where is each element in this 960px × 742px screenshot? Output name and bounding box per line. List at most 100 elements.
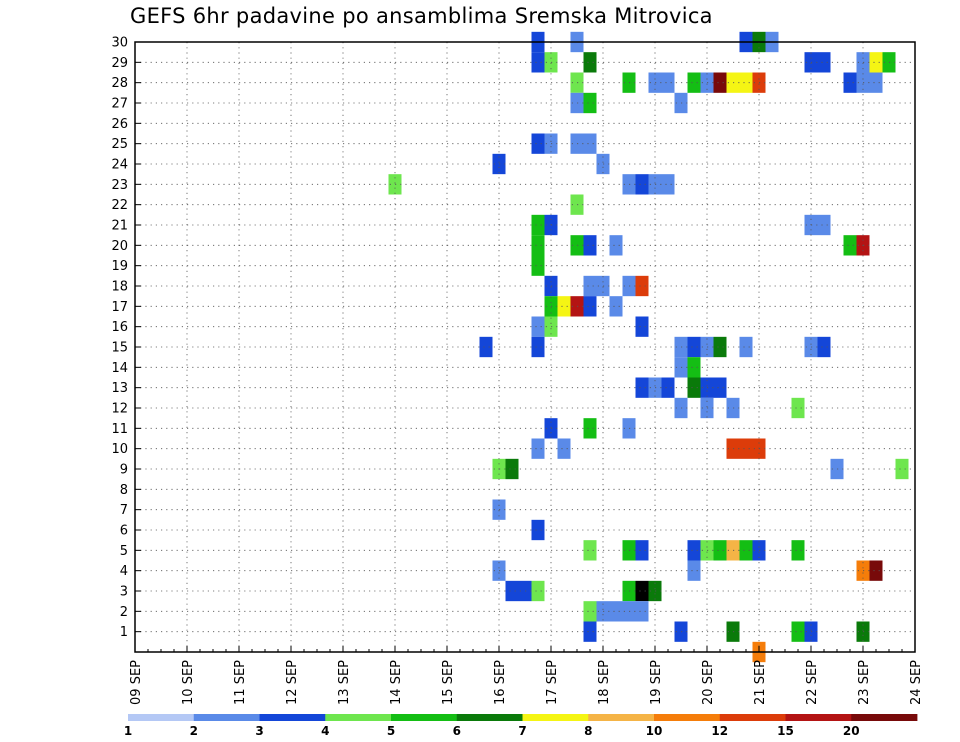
x-tick-label: 15 SEP xyxy=(441,660,456,705)
heatmap-cell xyxy=(583,418,597,439)
x-tick-label: 11 SEP xyxy=(233,660,248,705)
heatmap-cell xyxy=(531,52,545,73)
y-tick-label: 15 xyxy=(111,341,128,356)
x-tick-label: 16 SEP xyxy=(493,660,508,705)
y-tick-label: 6 xyxy=(120,524,128,539)
heatmap-cell xyxy=(791,621,805,642)
legend-label: 5 xyxy=(387,724,395,738)
heatmap-cell xyxy=(817,52,831,73)
y-tick-label: 7 xyxy=(120,503,128,518)
y-tick-label: 28 xyxy=(111,76,128,91)
y-tick-label: 27 xyxy=(111,97,128,112)
heatmap-cell xyxy=(583,601,597,622)
heatmap-cell xyxy=(791,397,805,419)
heatmap-cell xyxy=(817,214,831,236)
y-tick-label: 19 xyxy=(111,259,128,274)
heatmap-cell xyxy=(661,174,675,195)
heatmap-cell xyxy=(843,235,857,256)
heatmap-cell xyxy=(531,255,545,276)
x-tick-label: 18 SEP xyxy=(597,660,612,705)
heatmap-cell xyxy=(635,174,649,195)
y-tick-label: 3 xyxy=(120,585,128,600)
heatmap-cell xyxy=(557,296,571,317)
heatmap-cell xyxy=(505,458,519,480)
x-tick-label: 22 SEP xyxy=(805,660,820,705)
x-axis-labels: 09 SEP 10 SEP 11 SEP 12 SEP 13 SEP 14 SEP 15 S… xyxy=(129,660,924,705)
legend-swatch xyxy=(456,714,523,721)
heatmap-cell xyxy=(531,235,545,256)
heatmap-cell xyxy=(687,377,701,398)
y-tick-label: 1 xyxy=(120,625,128,640)
heatmap-cell xyxy=(635,377,649,398)
x-tick-label: 13 SEP xyxy=(337,660,352,705)
heatmap-cell xyxy=(661,377,675,398)
y-tick-label: 22 xyxy=(111,198,128,213)
chart-title: GEFS 6hr padavine po ansamblima Sremska … xyxy=(130,4,713,28)
legend-label: 2 xyxy=(190,724,198,738)
heatmap-cell xyxy=(479,336,493,358)
heatmap-cell xyxy=(687,357,701,378)
x-tick-label: 10 SEP xyxy=(181,660,196,705)
heatmap-cell xyxy=(713,336,727,358)
legend-label: 8 xyxy=(584,724,592,738)
y-tick-label: 13 xyxy=(111,381,128,396)
heatmap-cell xyxy=(583,133,597,154)
heatmap-cell xyxy=(531,519,545,541)
x-tick-label: 21 SEP xyxy=(753,660,768,705)
heatmap-cell xyxy=(583,540,597,561)
y-tick-label: 25 xyxy=(111,137,128,152)
y-tick-label: 12 xyxy=(111,402,128,417)
y-tick-label: 30 xyxy=(111,36,128,51)
heatmap-cell xyxy=(557,438,571,459)
heatmap-cell xyxy=(531,438,545,459)
y-tick-label: 9 xyxy=(120,463,128,478)
heatmap-cell xyxy=(531,316,545,337)
ticks-layer xyxy=(134,41,916,652)
heatmap-cell xyxy=(843,72,857,93)
heatmap-cell xyxy=(713,72,727,93)
x-tick-label: 20 SEP xyxy=(701,660,716,705)
y-tick-label: 24 xyxy=(111,158,128,173)
heatmap-cell xyxy=(869,52,883,73)
heatmap-cell xyxy=(687,336,701,358)
legend-label: 12 xyxy=(711,724,728,738)
heatmap-cell xyxy=(583,92,597,114)
y-tick-label: 18 xyxy=(111,280,128,295)
legend-label: 15 xyxy=(777,724,794,738)
heatmap-cell xyxy=(817,336,831,358)
legend-label: 3 xyxy=(255,724,263,738)
heatmap-cell xyxy=(739,336,753,358)
x-tick-label: 17 SEP xyxy=(545,660,560,705)
heatmap-cell xyxy=(635,275,649,297)
y-tick-label: 4 xyxy=(120,564,128,579)
heatmap-cell xyxy=(583,296,597,317)
y-tick-label: 23 xyxy=(111,178,128,193)
y-tick-label: 8 xyxy=(120,483,128,498)
y-tick-label: 17 xyxy=(111,300,128,315)
heatmap-cell xyxy=(531,580,545,602)
legend-label: 10 xyxy=(646,724,663,738)
heatmap-cell xyxy=(583,52,597,73)
heatmap-cell xyxy=(661,72,675,93)
x-tick-label: 14 SEP xyxy=(389,660,404,705)
y-tick-label: 16 xyxy=(111,320,128,335)
legend-swatch xyxy=(654,714,721,721)
x-tick-label: 19 SEP xyxy=(649,660,664,705)
color-legend: 1 2 3 4 5 6 7 8 10 12 15 20 xyxy=(124,714,918,738)
heatmap-cell xyxy=(713,540,727,561)
y-tick-label: 20 xyxy=(111,239,128,254)
heatmap-cell xyxy=(687,540,701,561)
heatmap-cell xyxy=(687,72,701,93)
heatmap-cell xyxy=(531,214,545,236)
legend-swatch xyxy=(128,714,195,721)
heatmap-cell xyxy=(869,72,883,93)
legend-label: 1 xyxy=(124,724,132,738)
x-tick-label: 09 SEP xyxy=(129,660,144,705)
heatmap-cell xyxy=(583,275,597,297)
y-tick-label: 10 xyxy=(111,442,128,457)
y-tick-label: 14 xyxy=(111,361,128,376)
heatmap-cell xyxy=(609,601,623,622)
legend-swatch xyxy=(193,714,260,721)
legend-label: 7 xyxy=(518,724,526,738)
heatmap-cell xyxy=(583,235,597,256)
